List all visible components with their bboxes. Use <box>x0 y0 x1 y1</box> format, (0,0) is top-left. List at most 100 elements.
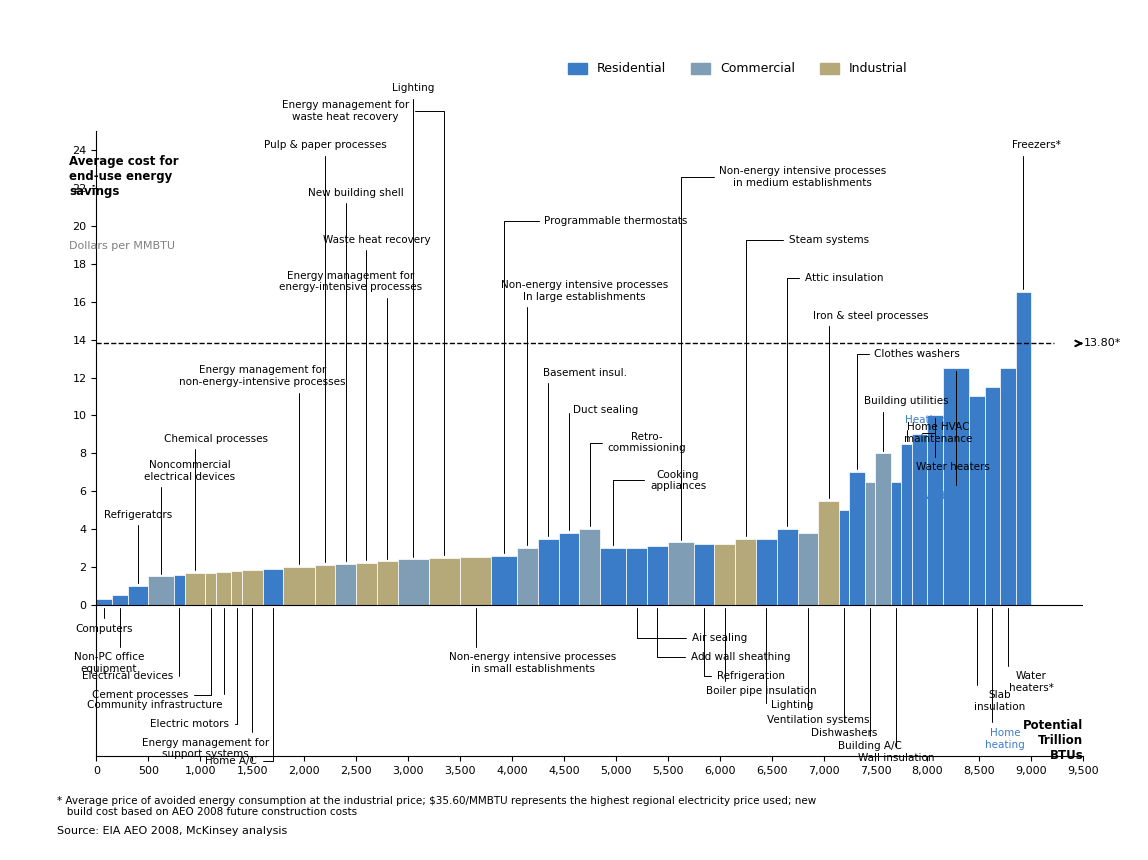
Text: Wall insulation: Wall insulation <box>858 608 934 763</box>
Bar <box>626 548 647 605</box>
Text: Ventilation systems: Ventilation systems <box>767 608 869 725</box>
Bar <box>866 482 876 605</box>
Bar <box>127 586 148 605</box>
Text: Freezers*: Freezers* <box>1013 140 1061 290</box>
Text: New building shell: New building shell <box>308 187 404 562</box>
Text: Boiler pipe insulation: Boiler pipe insulation <box>706 608 816 697</box>
Bar <box>901 444 912 605</box>
Text: Add wall sheathing: Add wall sheathing <box>658 608 790 662</box>
Bar <box>985 387 1000 605</box>
Bar <box>580 529 600 605</box>
Bar <box>397 559 429 605</box>
Text: Potential
Trillion
BTUs: Potential Trillion BTUs <box>1023 719 1084 762</box>
Text: Energy management for
waste heat recovery: Energy management for waste heat recover… <box>282 100 444 555</box>
Text: Lighting: Lighting <box>767 608 814 710</box>
Text: Energy management for
non-energy-intensive processes: Energy management for non-energy-intensi… <box>179 366 346 564</box>
Bar <box>819 501 839 605</box>
Bar <box>928 415 943 605</box>
Bar <box>647 546 668 605</box>
Bar <box>757 538 777 605</box>
Text: Home A/C: Home A/C <box>205 608 273 766</box>
Bar <box>798 533 819 605</box>
Text: Non-energy intensive processes
In large establishments: Non-energy intensive processes In large … <box>501 280 668 545</box>
Bar <box>559 533 580 605</box>
Bar <box>538 538 559 605</box>
Bar <box>517 548 538 605</box>
Text: Clothes washers: Clothes washers <box>858 348 960 470</box>
Bar <box>335 564 356 605</box>
Bar <box>693 544 714 605</box>
Text: Source: EIA AEO 2008, McKinsey analysis: Source: EIA AEO 2008, McKinsey analysis <box>57 826 288 836</box>
Bar <box>216 572 232 605</box>
Text: Community infrastructure: Community infrastructure <box>87 608 224 710</box>
Text: Electrical devices: Electrical devices <box>82 608 179 681</box>
Text: Building A/C: Building A/C <box>838 608 902 752</box>
Bar <box>943 368 969 605</box>
Bar <box>113 595 127 605</box>
Text: Water heaters: Water heaters <box>916 418 991 472</box>
Bar <box>491 556 517 605</box>
Text: Basement insul.: Basement insul. <box>543 367 627 536</box>
Bar <box>912 434 928 605</box>
Bar <box>600 548 626 605</box>
Bar <box>96 599 113 605</box>
Bar <box>232 571 242 605</box>
Bar <box>714 544 735 605</box>
Text: Electric motors: Electric motors <box>150 608 236 728</box>
Text: Refrigeration: Refrigeration <box>704 608 785 681</box>
Bar <box>284 567 315 605</box>
Bar <box>850 472 866 605</box>
Bar <box>185 573 205 605</box>
Text: Home
heating: Home heating <box>985 608 1025 750</box>
Bar <box>839 510 850 605</box>
Text: Attic insulation: Attic insulation <box>788 273 884 526</box>
Text: Non-PC office
equipment: Non-PC office equipment <box>73 608 144 674</box>
Text: Steam systems: Steam systems <box>745 235 869 536</box>
Text: Lighting: Lighting <box>391 83 434 556</box>
Text: Dollars per MMBTU: Dollars per MMBTU <box>69 241 174 251</box>
Bar <box>148 576 174 605</box>
Bar <box>1016 292 1031 605</box>
Text: Non-energy intensive processes
in small establishments: Non-energy intensive processes in small … <box>449 608 616 674</box>
Bar <box>777 529 798 605</box>
Text: Windows: Windows <box>920 371 967 501</box>
Text: Energy management for
energy-intensive processes: Energy management for energy-intensive p… <box>279 271 422 558</box>
Text: Programmable thermostats: Programmable thermostats <box>504 216 688 553</box>
Text: * Average price of avoided energy consumption at the industrial price; $35.60/MM: * Average price of avoided energy consum… <box>57 796 816 817</box>
Bar <box>356 563 377 605</box>
Text: Chemical processes: Chemical processes <box>164 433 267 570</box>
Text: Cement processes: Cement processes <box>92 608 210 700</box>
Text: Noncommercial
electrical devices: Noncommercial electrical devices <box>145 460 235 574</box>
Legend: Residential, Commercial, Industrial: Residential, Commercial, Industrial <box>568 63 907 76</box>
Bar <box>891 482 901 605</box>
Text: Building utilities: Building utilities <box>864 396 949 451</box>
Text: Air sealing: Air sealing <box>636 608 747 643</box>
Bar <box>969 396 985 605</box>
Bar <box>460 556 491 605</box>
Text: Dishwashers: Dishwashers <box>812 608 877 738</box>
Text: Waste heat recovery: Waste heat recovery <box>323 235 430 561</box>
Text: Average cost for
end-use energy
savings: Average cost for end-use energy savings <box>69 155 178 198</box>
Text: Home HVAC
maintenance: Home HVAC maintenance <box>903 422 972 444</box>
Text: Duct sealing: Duct sealing <box>569 405 638 530</box>
Text: Cooking
appliances: Cooking appliances <box>613 470 706 545</box>
Bar <box>377 562 397 605</box>
Bar <box>429 557 460 605</box>
Bar <box>668 543 693 605</box>
Bar <box>205 573 216 605</box>
Bar <box>735 538 757 605</box>
Text: Non-energy intensive processes
in medium establishments: Non-energy intensive processes in medium… <box>681 167 886 539</box>
Bar <box>876 453 891 605</box>
Text: Refrigerators: Refrigerators <box>103 510 172 583</box>
Text: 13.80*: 13.80* <box>1084 339 1122 348</box>
Bar <box>242 570 263 605</box>
Bar <box>315 565 335 605</box>
Bar <box>174 574 185 605</box>
Text: Iron & steel processes: Iron & steel processes <box>813 310 928 498</box>
Text: Water
heaters*: Water heaters* <box>1008 608 1054 693</box>
Text: Energy management for
support systems: Energy management for support systems <box>142 608 269 759</box>
Text: Heating: Heating <box>905 415 946 441</box>
Bar <box>263 569 284 605</box>
Text: Pulp & paper processes: Pulp & paper processes <box>264 140 386 562</box>
Bar <box>1000 368 1016 605</box>
